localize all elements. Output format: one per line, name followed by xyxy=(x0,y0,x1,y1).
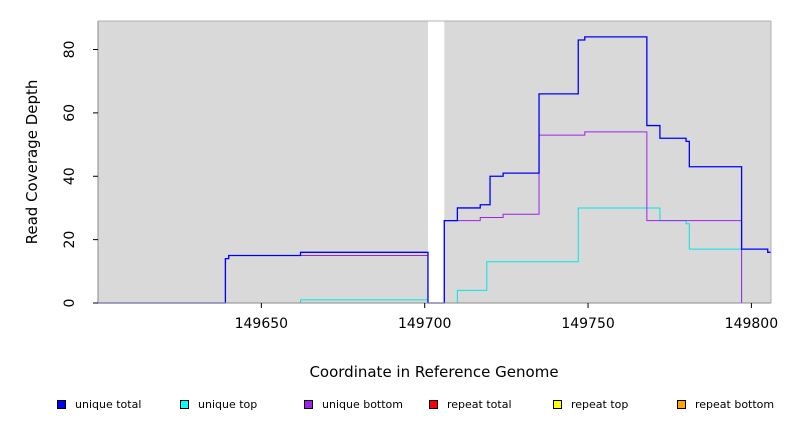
x-tick-label: 149650 xyxy=(235,316,288,332)
series-line-unique-total xyxy=(98,36,771,304)
legend-item-unique-bottom[interactable]: unique bottom xyxy=(304,398,403,411)
x-tick-label: 149800 xyxy=(725,316,778,332)
legend-label: repeat top xyxy=(571,398,629,411)
legend-label: unique bottom xyxy=(322,398,404,411)
legend-label: unique total xyxy=(75,398,142,411)
legend-label: repeat bottom xyxy=(695,398,775,411)
y-axis-label: Read Coverage Depth xyxy=(23,80,41,245)
legend-item-repeat-total[interactable]: repeat total xyxy=(429,398,512,411)
x-axis-label: Coordinate in Reference Genome xyxy=(309,363,558,381)
legend-label: repeat total xyxy=(447,398,512,411)
legend-item-repeat-top[interactable]: repeat top xyxy=(553,398,628,411)
gap-region xyxy=(427,21,445,304)
legend-swatch xyxy=(57,400,66,409)
legend-swatch xyxy=(304,400,313,409)
x-tick-label: 149700 xyxy=(398,316,451,332)
y-tick-label: 20 xyxy=(62,231,78,249)
y-tick-label: 0 xyxy=(62,299,78,308)
legend-item-repeat-bottom[interactable]: repeat bottom xyxy=(677,398,774,411)
legend-label: unique top xyxy=(198,398,258,411)
legend-item-unique-total[interactable]: unique total xyxy=(57,398,141,411)
y-tick-label: 60 xyxy=(62,104,78,122)
legend-swatch xyxy=(553,400,562,409)
legend-swatch xyxy=(180,400,189,409)
x-tick-label: 149750 xyxy=(561,316,614,332)
legend: unique total unique top unique bottom re… xyxy=(0,398,792,420)
legend-item-unique-top[interactable]: unique top xyxy=(180,398,257,411)
legend-swatch xyxy=(429,400,438,409)
coverage-chart: 0 20 40 60 80 149650 149700 149750 149800 Coordi… xyxy=(23,20,778,381)
y-tick-label: 40 xyxy=(62,167,78,185)
legend-swatch xyxy=(677,400,686,409)
y-tick-label: 80 xyxy=(62,41,78,59)
